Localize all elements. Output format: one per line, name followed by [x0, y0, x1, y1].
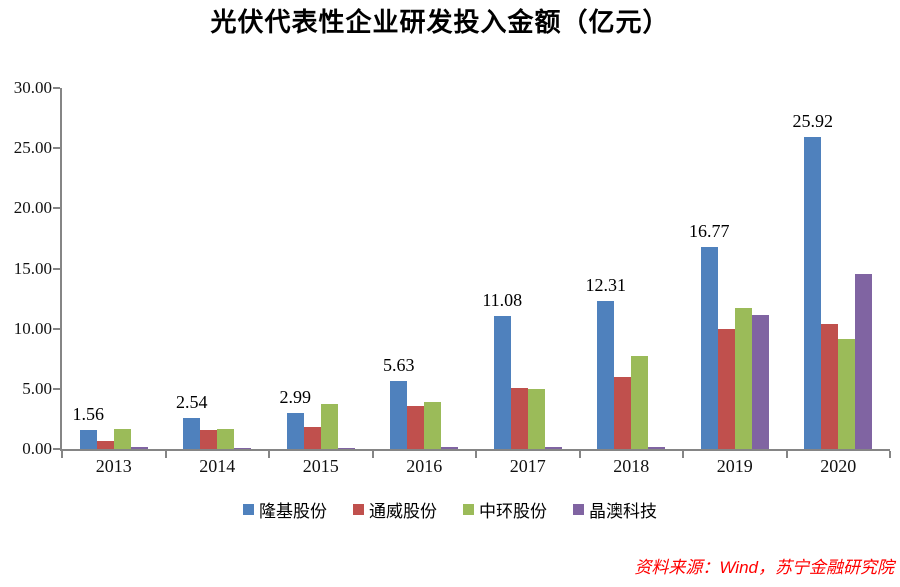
bar: [130, 446, 148, 449]
x-axis-labels: 2013 2014 2015 2016 2017 2018 2019 2020: [62, 456, 890, 478]
x-axis-label: 2019: [716, 456, 753, 476]
y-axis-tick-label: 25.00: [13, 138, 52, 158]
chart-title: 光伏代表性企业研发投入金额（亿元）: [210, 7, 670, 37]
y-axis-tick-label: 20.00: [13, 198, 52, 218]
y-axis-tick-label: 15.00: [13, 258, 52, 278]
legend-item: 隆基股份: [243, 497, 327, 522]
bar: [183, 418, 201, 449]
x-axis-tick: [578, 451, 581, 458]
legend: 隆基股份 通威股份 中环股份 晶澳科技: [0, 497, 900, 522]
legend-label: 通威股份: [369, 502, 437, 521]
legend-swatch: [243, 504, 254, 515]
y-axis-tick: [53, 147, 60, 150]
y-axis-labels: 0.00 5.00 10.00 15.00 20.00 25.00 30.00: [0, 79, 52, 458]
bar: [821, 323, 839, 449]
legend-label: 隆基股份: [259, 502, 327, 521]
y-axis-tick: [53, 87, 60, 89]
x-axis-label: 2013: [95, 456, 132, 476]
x-axis-tick: [682, 451, 684, 458]
legend-swatch: [353, 504, 364, 515]
y-axis-tick-label: 5.00: [22, 378, 52, 398]
bar: [751, 314, 769, 449]
bar-value-label: 1.56: [72, 404, 105, 425]
legend-swatch: [463, 504, 474, 515]
bar: [390, 381, 408, 449]
bar: [286, 413, 304, 449]
bar: [493, 315, 511, 449]
x-axis-tick: [61, 451, 63, 458]
bar-value-label: 2.99: [279, 387, 312, 408]
legend-item: 晶澳科技: [573, 497, 657, 522]
bar: [614, 376, 632, 449]
bar-value-label: 5.63: [383, 355, 415, 376]
bar: [648, 446, 666, 449]
bar-value-label: 25.92: [792, 111, 834, 132]
y-axis-tick: [53, 267, 60, 270]
bar: [96, 440, 114, 449]
bar: [527, 389, 545, 449]
bar-value-label: 16.77: [689, 221, 730, 242]
bar: [441, 446, 459, 449]
x-axis-label: 2014: [199, 456, 236, 476]
plot-area: 1.56 2.54 2.99 5.63 11.08 12.31 16.77 25.92: [53, 87, 891, 458]
bar: [855, 273, 873, 449]
y-axis-tick-label: 30.00: [13, 78, 52, 97]
bar-value-label: 2.54: [176, 392, 208, 413]
bar: [337, 447, 355, 449]
legend-item: 中环股份: [463, 497, 547, 522]
x-axis-tick: [889, 451, 891, 458]
y-axis-tick-label: 10.00: [13, 318, 52, 338]
x-axis-label: 2015: [302, 456, 339, 476]
x-axis-label: 2016: [406, 456, 443, 476]
bar: [320, 404, 338, 449]
bar: [838, 338, 856, 449]
bar: [200, 430, 218, 449]
bar: [717, 328, 735, 449]
y-axis-tick: [53, 387, 60, 390]
x-axis-label: 2018: [613, 456, 650, 476]
bar: [700, 247, 718, 449]
x-axis-label: 2020: [820, 456, 857, 476]
x-axis-tick: [268, 451, 270, 458]
legend-label: 中环股份: [479, 502, 547, 521]
bar: [79, 430, 97, 449]
bar: [804, 137, 822, 449]
bar: [424, 402, 442, 449]
bar: [217, 428, 235, 449]
bar-value-label: 11.08: [482, 289, 523, 310]
legend-swatch: [573, 504, 584, 515]
y-axis-tick: [53, 207, 60, 210]
x-axis-tick: [371, 451, 374, 458]
x-axis-label: 2017: [509, 456, 546, 476]
bar: [303, 426, 321, 449]
bar: [597, 300, 615, 449]
legend-label: 晶澳科技: [589, 502, 657, 521]
bar: [407, 406, 425, 449]
bar: [234, 447, 252, 449]
x-axis-tick: [785, 451, 788, 458]
x-axis-tick: [164, 451, 167, 458]
bar: [631, 355, 649, 449]
x-axis-tick: [475, 451, 477, 458]
legend-item: 通威股份: [353, 497, 437, 522]
y-axis-tick: [53, 448, 60, 450]
bar: [544, 447, 562, 449]
bar: [113, 428, 131, 449]
y-axis-tick: [53, 327, 60, 330]
y-axis-tick-label: 0.00: [22, 439, 52, 458]
bar: [734, 308, 752, 449]
source-note: 资料来源：Wind，苏宁金融研究院: [634, 558, 894, 577]
bar-value-label: 12.31: [585, 274, 627, 295]
bar: [510, 388, 528, 449]
